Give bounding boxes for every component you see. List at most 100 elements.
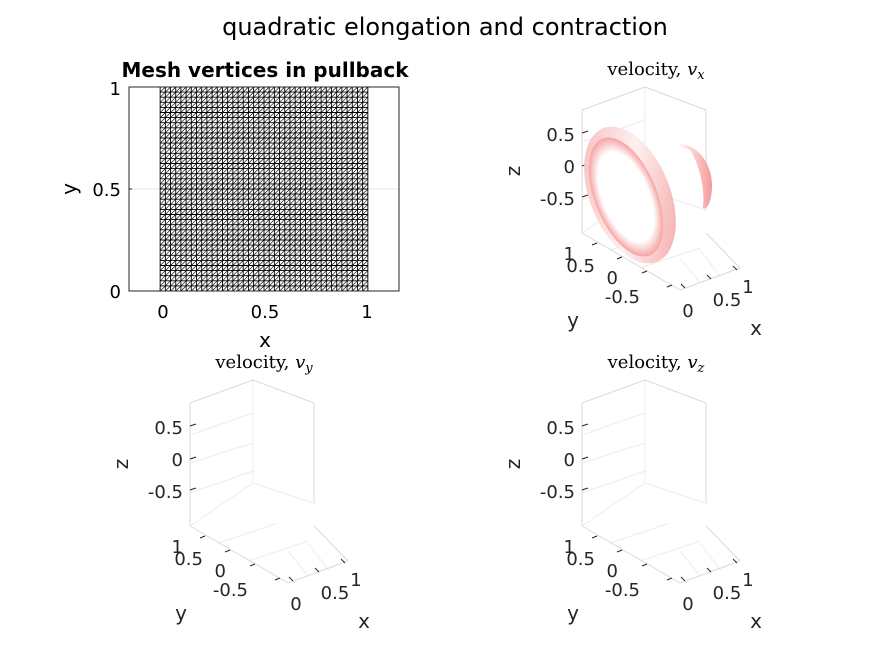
surface-back-band — [676, 144, 712, 209]
y-tick-2 — [641, 563, 648, 567]
mesh-ytick-label-1: 0.5 — [92, 180, 121, 201]
panel-title: velocity, vz — [607, 352, 705, 376]
y-tick-label-1: 0.5 — [174, 549, 203, 570]
mesh-xtick-label-1: 0.5 — [251, 302, 280, 323]
grid-line-7 — [247, 540, 309, 562]
x-tick-0 — [680, 576, 686, 582]
grid-line-2 — [189, 470, 254, 494]
x-tick-label-1: 0.5 — [321, 583, 350, 604]
y-tick-label-1: 0.5 — [566, 549, 595, 570]
grid-line-1 — [189, 442, 254, 464]
axis-edge-5 — [287, 560, 349, 584]
z-tick-1 — [581, 456, 589, 460]
z-axis-label: z — [501, 459, 525, 470]
grid-line-5 — [644, 482, 707, 504]
mesh-xtick-label-0: 0 — [157, 302, 168, 323]
mesh-triangulation — [159, 86, 369, 292]
z-axis-label: z — [109, 459, 133, 470]
x-tick-label-1: 0.5 — [713, 290, 742, 311]
mesh-xlabel: x — [259, 328, 271, 352]
axis-edge-4 — [581, 525, 681, 584]
axis-edge-2 — [644, 86, 707, 111]
z-tick-2 — [581, 194, 589, 198]
axis-edge-4 — [581, 232, 681, 291]
grid-line-7 — [639, 540, 701, 562]
z-tick-0 — [581, 130, 589, 134]
x-tick-1 — [706, 274, 712, 280]
axis-edge-6 — [705, 232, 741, 269]
grid-line-1 — [581, 442, 646, 464]
panel-title: velocity, vy — [214, 352, 313, 376]
x-axis-label: x — [750, 609, 762, 633]
y-tick-label-3: -0.5 — [605, 580, 640, 601]
y-tick-0 — [591, 242, 598, 246]
x-tick-2 — [340, 558, 346, 564]
axis-edge-5 — [679, 560, 741, 584]
panel-title-text: velocity, — [607, 352, 688, 373]
y-tick-label-2: 0 — [215, 561, 226, 582]
axis-edge-1 — [581, 379, 646, 404]
grid-line-9 — [699, 542, 721, 570]
grid-line-2 — [581, 470, 646, 494]
z-axis-label: z — [501, 166, 525, 177]
z-tick-label-0: 0.5 — [546, 418, 575, 439]
panel-title: velocity, vx — [606, 59, 705, 83]
z-tick-2 — [581, 487, 589, 491]
z-tick-2 — [189, 487, 197, 491]
mesh-ytick-label-0: 0 — [110, 282, 121, 303]
axis-edge-2 — [644, 379, 707, 404]
y-tick-label-0: 1 — [564, 244, 575, 265]
y-tick-1 — [616, 256, 623, 260]
x-tick-label-2: 1 — [742, 277, 753, 298]
z-tick-label-0: 0.5 — [546, 125, 575, 146]
x-axis-label: x — [750, 316, 762, 340]
y-tick-label-3: -0.5 — [605, 287, 640, 308]
x-tick-label-2: 1 — [350, 570, 361, 591]
axis-edge-2 — [252, 379, 315, 404]
panel-title-var: v — [687, 59, 697, 80]
y-tick-label-1: 0.5 — [566, 256, 595, 277]
z-tick-label-2: -0.5 — [148, 482, 183, 503]
mesh-panel: Mesh vertices in pullback 0 0.5 1 0 0.5 … — [57, 58, 409, 352]
axis-edge-6 — [313, 525, 349, 562]
z-tick-label-1: 0 — [564, 157, 575, 178]
grid-line-7 — [639, 247, 701, 269]
figure-suptitle: quadratic elongation and contraction — [222, 13, 668, 41]
mesh-tick-marks — [129, 86, 369, 292]
panel-title-sub: z — [697, 361, 705, 376]
grid-line-8 — [679, 550, 701, 577]
y-tick-label-0: 1 — [172, 537, 183, 558]
axis-edge-1 — [189, 379, 254, 404]
x-tick-1 — [706, 567, 712, 573]
grid-line-8 — [679, 257, 701, 284]
z-tick-0 — [189, 423, 197, 427]
y-tick-2 — [641, 270, 648, 274]
panel-title-sub: y — [304, 361, 313, 376]
axis-edge-6 — [705, 525, 741, 562]
mesh-edges-diagonal — [159, 86, 369, 292]
axis-edge-5 — [679, 267, 741, 291]
y-tick-0 — [199, 535, 206, 539]
z-tick-label-0: 0.5 — [154, 418, 183, 439]
y-tick-2 — [249, 563, 256, 567]
y-tick-label-2: 0 — [607, 561, 618, 582]
y-tick-1 — [224, 549, 231, 553]
grid-line-6 — [609, 522, 671, 544]
y-tick-1 — [616, 549, 623, 553]
axis-edge-4 — [189, 525, 289, 584]
panel-title-text: velocity, — [214, 352, 295, 373]
z-tick-label-2: -0.5 — [540, 482, 575, 503]
mesh-title: Mesh vertices in pullback — [121, 58, 409, 82]
velocity-surface — [584, 126, 712, 264]
x-tick-label-1: 0.5 — [713, 583, 742, 604]
y-tick-3 — [666, 577, 673, 581]
y-tick-0 — [591, 535, 598, 539]
surface-inner-face — [588, 137, 664, 257]
y-tick-3 — [274, 577, 281, 581]
panel-title-var: v — [687, 352, 697, 373]
mesh-xtick-label-2: 1 — [361, 302, 372, 323]
grid-line-8 — [287, 550, 309, 577]
